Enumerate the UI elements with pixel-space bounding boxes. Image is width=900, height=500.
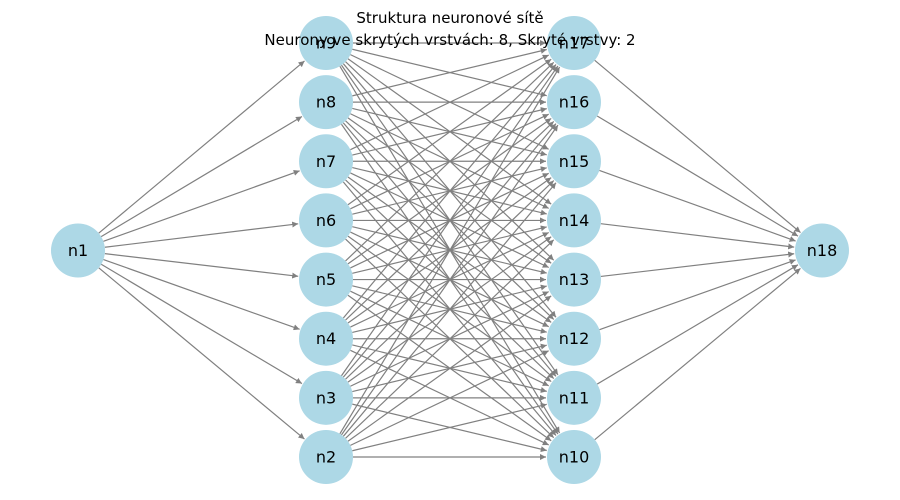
edge-n10-n18 — [594, 267, 801, 441]
node-label: n1 — [68, 241, 88, 260]
edge-n1-n4 — [103, 258, 300, 331]
node-circle — [299, 193, 353, 248]
node-n11: n11 — [547, 370, 601, 425]
node-circle — [547, 311, 601, 366]
node-circle — [299, 75, 353, 130]
edge-n2-n17 — [339, 66, 561, 435]
edge-n8-n17 — [352, 47, 547, 97]
node-n13: n13 — [547, 252, 601, 307]
nodes-group: n1 n9 n8 n7 n6 n5 n4 n3 n2 n17 n16 n15 n14 n13 n12 n11 n… — [51, 16, 849, 484]
edge-n2-n12 — [350, 350, 549, 446]
node-circle — [547, 193, 601, 248]
node-n5: n5 — [299, 252, 353, 307]
node-circle — [547, 134, 601, 189]
edge-n6-n17 — [347, 58, 552, 206]
node-circle — [299, 430, 353, 484]
edge-n2-n14 — [345, 239, 555, 439]
edge-n16-n18 — [596, 115, 799, 237]
node-label: n9 — [316, 34, 336, 53]
node-label: n13 — [559, 270, 590, 289]
edge-n2-n13 — [347, 295, 552, 442]
node-circle — [547, 252, 601, 307]
diagram-title-line2: Neurony ve skrytých vrstvách: 8, Skryté … — [264, 31, 635, 49]
node-label: n14 — [559, 211, 590, 230]
node-circle — [299, 370, 353, 425]
edge-n2-n11 — [352, 402, 547, 452]
node-n1: n1 — [51, 223, 105, 278]
edge-n1-n6 — [104, 221, 299, 248]
diagram-title-line1: Struktura neuronové sítě — [356, 9, 543, 27]
edge-n4-n17 — [342, 64, 557, 319]
node-n3: n3 — [299, 370, 353, 425]
edge-n1-n9 — [98, 60, 305, 234]
node-label: n2 — [316, 448, 336, 467]
node-n2: n2 — [299, 430, 353, 484]
node-label: n16 — [559, 93, 590, 112]
node-label: n8 — [316, 93, 336, 112]
node-label: n12 — [559, 329, 590, 348]
node-label: n10 — [559, 448, 590, 467]
node-circle — [299, 311, 353, 366]
node-circle — [299, 16, 353, 70]
edge-n1-n2 — [98, 267, 305, 440]
edge-n11-n18 — [596, 264, 799, 385]
node-label: n4 — [316, 329, 336, 348]
node-circle — [795, 223, 849, 278]
node-circle — [547, 430, 601, 484]
node-n6: n6 — [299, 193, 353, 248]
node-n7: n7 — [299, 134, 353, 189]
node-label: n11 — [559, 388, 590, 407]
node-n12: n12 — [547, 311, 601, 366]
node-circle — [547, 75, 601, 130]
edge-n5-n17 — [345, 61, 555, 262]
node-label: n15 — [559, 152, 590, 171]
node-n14: n14 — [547, 193, 601, 248]
node-label: n5 — [316, 270, 336, 289]
node-circle — [299, 252, 353, 307]
node-n10: n10 — [547, 430, 601, 484]
node-label: n17 — [559, 34, 590, 53]
node-circle — [547, 370, 601, 425]
edge-n7-n17 — [350, 54, 549, 151]
node-n9: n9 — [299, 16, 353, 70]
edge-n14-n18 — [600, 223, 795, 250]
edge-n1-n3 — [100, 263, 303, 385]
edge-n1-n5 — [104, 253, 299, 279]
node-label: n3 — [316, 388, 336, 407]
node-label: n7 — [316, 152, 336, 171]
node-circle — [51, 223, 105, 278]
edge-n15-n18 — [599, 169, 796, 242]
node-n15: n15 — [547, 134, 601, 189]
node-n16: n16 — [547, 75, 601, 130]
edge-n17-n18 — [594, 59, 801, 233]
edge-n3-n17 — [340, 65, 559, 377]
edge-n2-n15 — [342, 182, 557, 437]
edge-n2-n16 — [340, 124, 559, 436]
edge-n13-n18 — [600, 251, 795, 278]
edges-group — [98, 40, 801, 460]
node-n17: n17 — [547, 16, 601, 70]
node-label: n18 — [807, 241, 838, 260]
edge-n12-n18 — [599, 259, 796, 331]
node-circle — [299, 134, 353, 189]
node-circle — [547, 16, 601, 70]
node-n18: n18 — [795, 223, 849, 278]
edge-n1-n7 — [103, 169, 300, 242]
node-label: n6 — [316, 211, 336, 230]
edge-n1-n8 — [100, 116, 303, 238]
node-n8: n8 — [299, 75, 353, 130]
node-n4: n4 — [299, 311, 353, 366]
